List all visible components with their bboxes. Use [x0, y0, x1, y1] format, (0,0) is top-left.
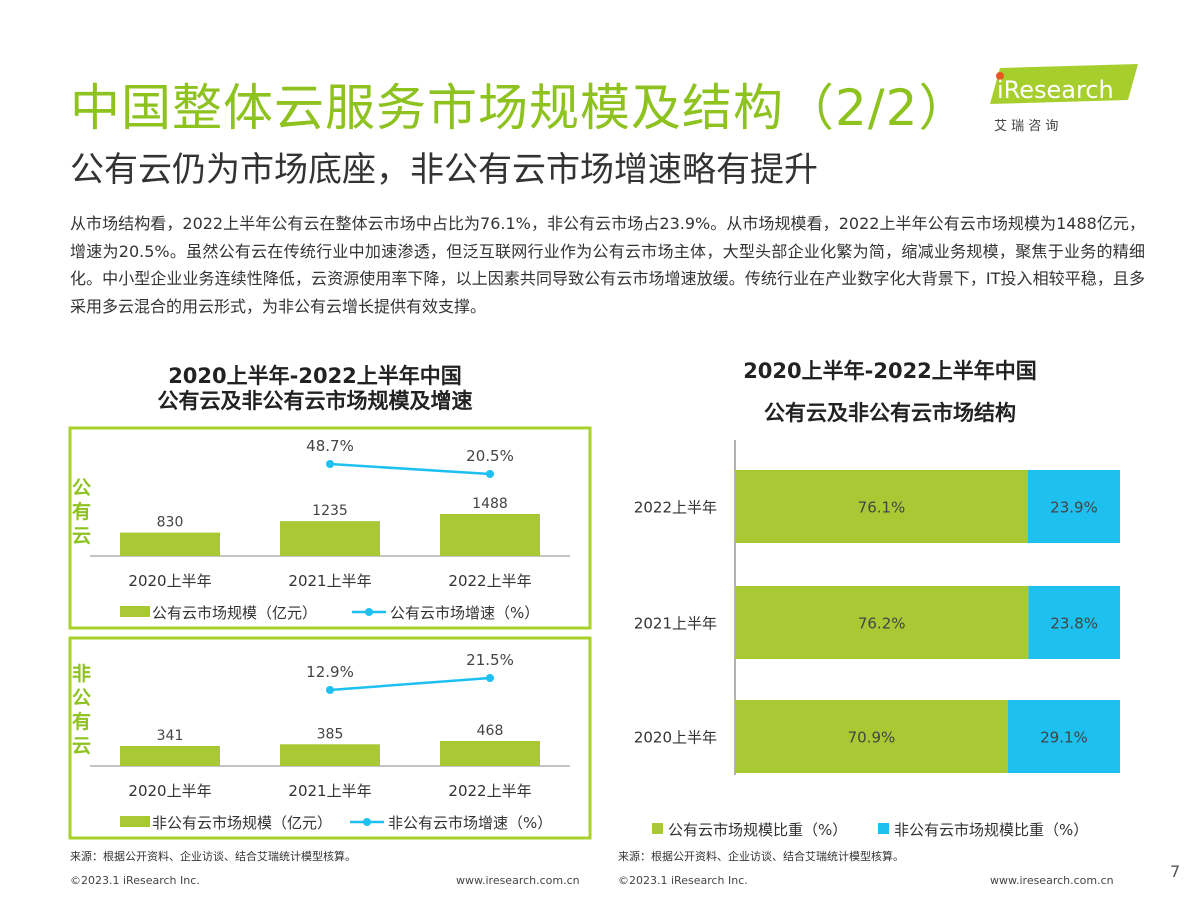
bar-0-2 — [440, 514, 540, 556]
panel-label-char: 云 — [72, 525, 91, 547]
page-title: 中国整体云服务市场规模及结构（2/2） — [70, 79, 970, 137]
legend-public-label: 公有云市场规模比重（%） — [668, 821, 847, 839]
copyright-right: ©2023.1 iResearch Inc. — [618, 874, 748, 887]
logo-dot — [996, 72, 1004, 80]
bar-1-2 — [440, 741, 540, 766]
category-label: 2022上半年 — [448, 572, 531, 590]
stack-label-nonpublic: 29.1% — [1040, 729, 1088, 747]
bar-0-1 — [280, 521, 380, 556]
growth-label: 21.5% — [466, 651, 514, 669]
panel-label-char: 非 — [72, 663, 91, 685]
growth-label: 20.5% — [466, 447, 514, 465]
panel-label-char: 云 — [72, 735, 91, 757]
website-right[interactable]: www.iresearch.com.cn — [990, 874, 1114, 887]
bar-label: 830 — [157, 515, 184, 531]
stack-label-public: 76.1% — [858, 499, 906, 517]
legend-nonpublic-label: 非公有云市场规模比重（%） — [894, 821, 1088, 839]
legend-bar-swatch — [120, 606, 150, 617]
bar-label: 385 — [317, 726, 344, 742]
legend-line-label: 非公有云市场增速（%） — [388, 814, 552, 832]
iresearch-logo: iResearch 艾 瑞 咨 询 — [988, 60, 1140, 140]
legend-bar-label: 公有云市场规模（亿元） — [152, 604, 317, 622]
right-chart-title-line2: 公有云及非公有云市场结构 — [764, 401, 1016, 425]
growth-point — [486, 470, 494, 478]
y-category-label: 2021上半年 — [634, 615, 717, 633]
panel-frame-1 — [68, 636, 592, 840]
category-label: 2022上半年 — [448, 782, 531, 800]
growth-point — [326, 686, 334, 694]
growth-point — [486, 674, 494, 682]
legend-line-point — [363, 818, 371, 826]
right-chart-area: 76.1% 23.9% 2022上半年 76.2% 23.8% 2021上半年 70.9% 2… — [634, 440, 1120, 839]
stack-label-nonpublic: 23.9% — [1050, 499, 1098, 517]
stack-bar-nonpublic-0 — [1027, 470, 1120, 543]
copyright-left: ©2023.1 iResearch Inc. — [70, 874, 200, 887]
panel-label-char: 公 — [72, 477, 91, 499]
y-category-label: 2020上半年 — [634, 729, 717, 747]
legend-line-point — [365, 608, 373, 616]
growth-label: 12.9% — [306, 663, 354, 681]
bar-0-0 — [120, 532, 220, 556]
stack-bar-public-0 — [735, 470, 1028, 543]
left-chart-area: 公有云8302020上半年12352021上半年48.7%14882022上半年… — [68, 426, 592, 840]
left-chart-title-line1: 2020上半年-2022上半年中国 — [168, 364, 462, 388]
category-label: 2020上半年 — [128, 782, 211, 800]
panel-label-char: 有 — [72, 710, 91, 733]
stack-bar-nonpublic-2 — [1007, 700, 1120, 773]
bar-label: 468 — [477, 723, 504, 739]
category-label: 2021上半年 — [288, 782, 371, 800]
bar-1-1 — [280, 744, 380, 766]
y-category-label: 2022上半年 — [634, 499, 717, 517]
legend-public-swatch — [652, 823, 663, 834]
legend-line-label: 公有云市场增速（%） — [390, 604, 539, 622]
panel-label-char: 有 — [72, 500, 91, 523]
page-number: 7 — [1170, 862, 1181, 881]
category-label: 2021上半年 — [288, 572, 371, 590]
growth-line-0 — [329, 462, 491, 476]
growth-line-1 — [329, 676, 491, 692]
website-left[interactable]: www.iresearch.com.cn — [456, 874, 580, 887]
bar-label: 1235 — [312, 503, 348, 519]
left-chart-title-line2: 公有云及非公有云市场规模及增速 — [157, 389, 473, 413]
right-chart-title-line1: 2020上半年-2022上半年中国 — [743, 359, 1037, 383]
growth-label: 48.7% — [306, 437, 354, 455]
legend-bar-label: 非公有云市场规模（亿元） — [152, 814, 332, 832]
category-label: 2020上半年 — [128, 572, 211, 590]
bar-1-0 — [120, 746, 220, 766]
panel-frame-0 — [68, 426, 592, 630]
bar-label: 341 — [157, 728, 184, 744]
logo-subtitle-text: 艾 瑞 咨 询 — [994, 119, 1058, 134]
stack-label-public: 70.9% — [848, 729, 896, 747]
logo-brand-text: iResearch — [997, 76, 1114, 104]
growth-point — [326, 460, 334, 468]
stack-label-nonpublic: 23.8% — [1050, 615, 1098, 633]
stack-bar-public-2 — [735, 700, 1008, 773]
panel-label-char: 公 — [72, 687, 91, 709]
stack-label-public: 76.2% — [858, 615, 906, 633]
source-note-left: 来源：根据公开资料、企业访谈、结合艾瑞统计模型核算。 — [70, 850, 356, 863]
stack-bar-nonpublic-1 — [1028, 586, 1120, 659]
page-subtitle: 公有云仍为市场底座，非公有云市场增速略有提升 — [70, 150, 818, 190]
intro-paragraph: 从市场结构看，2022上半年公有云在整体云市场中占比为76.1%，非公有云市场占… — [70, 214, 1145, 316]
source-note-right: 来源：根据公开资料、企业访谈、结合艾瑞统计模型核算。 — [618, 850, 904, 863]
stack-bar-public-1 — [735, 586, 1029, 659]
bar-label: 1488 — [472, 496, 508, 512]
legend-bar-swatch — [120, 816, 150, 827]
legend-nonpublic-swatch — [878, 823, 889, 834]
logo-green-shape — [990, 64, 1138, 104]
